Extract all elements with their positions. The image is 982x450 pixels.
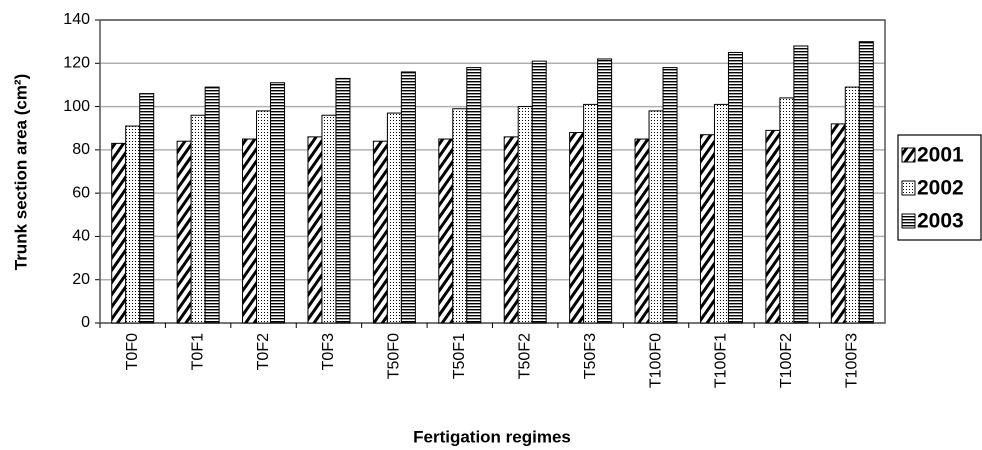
- bar: [531, 60, 547, 324]
- bar: [125, 125, 141, 324]
- bar: [256, 110, 272, 324]
- bar: [335, 77, 351, 324]
- x-tick-label: T100F0: [647, 333, 664, 388]
- bar: [597, 58, 613, 324]
- x-tick-label: T50F0: [386, 333, 403, 379]
- bar: [765, 129, 781, 324]
- y-tick-label: 140: [63, 11, 90, 28]
- bar: [634, 138, 650, 324]
- bar: [242, 138, 258, 324]
- bar: [139, 93, 155, 324]
- bar: [190, 114, 206, 324]
- bar: [270, 82, 286, 324]
- x-tick-label: T0F0: [124, 333, 141, 370]
- x-tick-label: T100F3: [844, 333, 861, 388]
- bar: [176, 140, 192, 324]
- bar: [662, 67, 678, 324]
- bar: [517, 106, 533, 324]
- bar: [307, 136, 323, 324]
- y-axis-title: Trunk section area (cm²): [11, 74, 30, 271]
- bar: [779, 97, 795, 324]
- y-tick-label: 100: [63, 98, 90, 115]
- bar: [583, 103, 599, 324]
- x-tick-label: T0F1: [189, 333, 206, 370]
- x-axis-title: Fertigation regimes: [413, 427, 571, 446]
- legend-swatch: [901, 213, 916, 229]
- bar: [111, 142, 127, 324]
- bar: [400, 71, 416, 324]
- bar: [793, 45, 809, 324]
- y-tick-label: 0: [81, 314, 90, 331]
- bar: [569, 132, 585, 324]
- legend-label: 2001: [917, 144, 964, 167]
- bar: [858, 41, 874, 324]
- x-tick-label: T50F1: [451, 333, 468, 379]
- x-tick-label: T0F2: [255, 333, 272, 370]
- bar: [648, 110, 664, 324]
- bar: [321, 114, 337, 324]
- x-tick-label: T100F1: [713, 333, 730, 388]
- bar: [727, 51, 743, 324]
- y-tick-label: 40: [72, 228, 90, 245]
- bar: [386, 112, 402, 324]
- y-tick-label: 80: [72, 141, 90, 158]
- bar: [699, 134, 715, 324]
- bar: [204, 86, 220, 324]
- x-tick-label: T50F3: [582, 333, 599, 379]
- legend-label: 2003: [917, 210, 964, 233]
- bar: [503, 136, 519, 324]
- bar: [372, 140, 388, 324]
- y-tick-label: 60: [72, 184, 90, 201]
- bar: [466, 67, 482, 324]
- bar: [452, 108, 468, 324]
- y-tick-label: 120: [63, 55, 90, 72]
- bar: [844, 86, 860, 324]
- legend-swatch: [901, 147, 916, 163]
- bar: [713, 103, 729, 324]
- bar: [830, 123, 846, 324]
- legend-swatch: [901, 180, 916, 196]
- bar: [438, 138, 454, 324]
- x-tick-label: T0F3: [320, 333, 337, 370]
- x-tick-label: T50F2: [516, 333, 533, 379]
- y-tick-label: 20: [72, 271, 90, 288]
- legend-label: 2002: [917, 177, 964, 200]
- x-tick-label: T100F2: [778, 333, 795, 388]
